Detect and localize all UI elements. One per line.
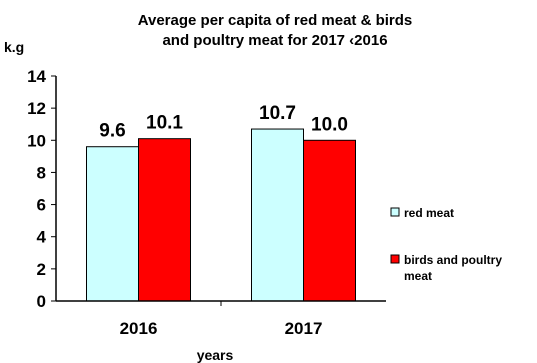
- x-tick-label-2017: 2017: [285, 319, 323, 338]
- chart-title-line-2: and poultry meat for 2017 ‹2016: [162, 32, 387, 49]
- y-tick-label: 12: [27, 99, 46, 118]
- bar-2017-series-0: [251, 128, 304, 302]
- legend-swatch-birds-poultry: [390, 254, 400, 264]
- x-axis-ticks: 2016 2017: [120, 301, 323, 338]
- bar-2017-series-1: [303, 139, 356, 302]
- data-label-2017-series-1: 10.0: [311, 114, 348, 135]
- y-tick-label: 14: [27, 67, 46, 86]
- y-tick-label: 8: [37, 163, 46, 182]
- legend-label-red-meat: red meat: [404, 206, 454, 220]
- legend-swatch-red-meat: [390, 207, 400, 217]
- legend-label-birds-poultry-line-2: meat: [404, 269, 432, 283]
- y-axis-unit: k.g: [4, 39, 24, 55]
- y-tick-label: 10: [27, 131, 46, 150]
- y-tick-label: 6: [37, 196, 46, 215]
- bars: [86, 128, 356, 302]
- x-axis-label: years: [197, 347, 234, 363]
- bar-2016-series-1: [138, 138, 191, 302]
- data-labels: 9.6 10.1 10.7 10.0: [99, 103, 348, 142]
- data-label-2016-series-1: 10.1: [146, 113, 183, 134]
- y-tick-label: 2: [37, 260, 46, 279]
- legend-label-birds-poultry-line-1: birds and poultry: [404, 253, 502, 267]
- data-label-2016-series-0: 9.6: [99, 121, 125, 142]
- bar-2016-series-0: [86, 146, 139, 302]
- y-tick-label: 0: [37, 292, 46, 311]
- legend: red meat birds and poultry meat: [390, 206, 502, 283]
- y-tick-label: 4: [37, 228, 47, 247]
- y-axis-ticks: 0 2 4 6 8 10 12 14: [27, 67, 56, 311]
- x-tick-label-2016: 2016: [120, 319, 158, 338]
- data-label-2017-series-0: 10.7: [259, 103, 296, 124]
- chart-title-line-1: Average per capita of red meat & birds: [138, 12, 413, 29]
